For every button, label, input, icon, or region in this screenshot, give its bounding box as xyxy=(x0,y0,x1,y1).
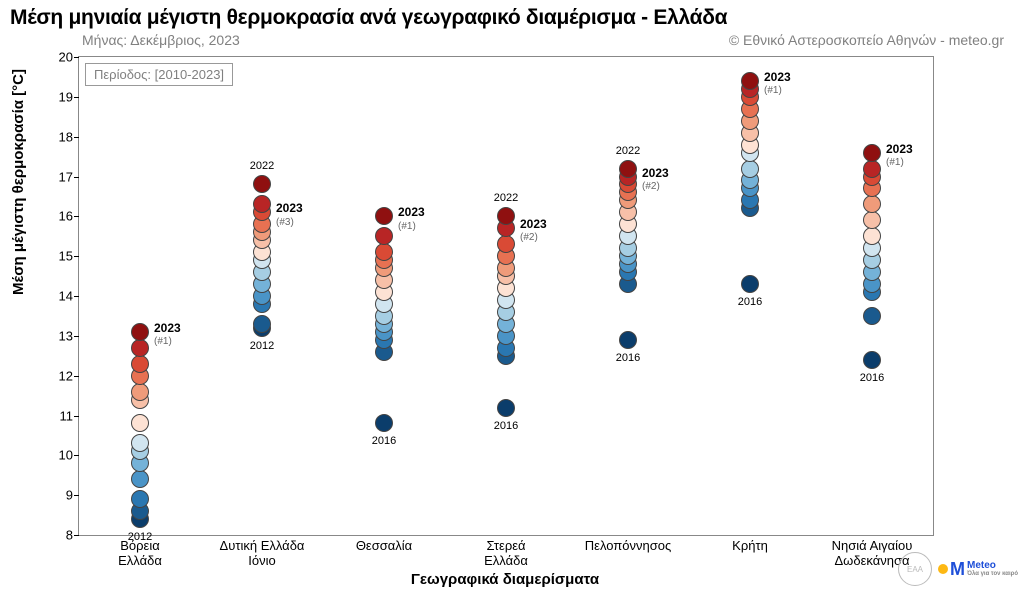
y-axis-label: Μέση μέγιστη θερμοκρασία [°C] xyxy=(10,69,27,295)
annotation-label: 2012 xyxy=(128,531,152,543)
data-point xyxy=(741,72,759,90)
data-point xyxy=(131,355,149,373)
y-tick-mark xyxy=(74,57,79,58)
data-point xyxy=(741,275,759,293)
annotation-label: 2023(#1) xyxy=(764,71,791,96)
y-tick-mark xyxy=(74,296,79,297)
meteo-logo-icon: M Meteo Όλα για τον καιρό xyxy=(938,559,1018,580)
annotation-label: 2023(#1) xyxy=(154,322,181,347)
data-point xyxy=(497,235,515,253)
subtitle-right: © Εθνικό Αστεροσκοπείο Αθηνών - meteo.gr xyxy=(729,32,1004,48)
meteo-subtext: Όλα για τον καιρό xyxy=(967,571,1018,577)
y-tick-mark xyxy=(74,177,79,178)
page-title: Μέση μηνιαία μέγιστη θερμοκρασία ανά γεω… xyxy=(0,0,1024,32)
data-point xyxy=(253,195,271,213)
y-tick-mark xyxy=(74,376,79,377)
annotation-label: 2016 xyxy=(494,420,518,432)
y-tick-mark xyxy=(74,455,79,456)
data-point xyxy=(863,160,881,178)
data-point xyxy=(375,207,393,225)
sun-icon xyxy=(938,564,948,574)
period-box: Περίοδος: [2010-2023] xyxy=(85,63,233,86)
annotation-label: 2016 xyxy=(616,352,640,364)
logo-area: ΕΑΑ M Meteo Όλα για τον καιρό xyxy=(898,552,1018,586)
data-point xyxy=(131,414,149,432)
x-tick-label: Δυτική Ελλάδα Ιόνιο xyxy=(220,535,305,569)
data-point xyxy=(497,399,515,417)
annotation-label: 2016 xyxy=(738,296,762,308)
data-point xyxy=(375,414,393,432)
data-point xyxy=(863,307,881,325)
data-point xyxy=(619,160,637,178)
data-point xyxy=(497,207,515,225)
annotation-label: 2023(#3) xyxy=(276,202,303,227)
x-tick-label: Θεσσαλία xyxy=(356,535,412,554)
x-axis-label: Γεωγραφικά διαμερίσματα xyxy=(78,571,932,588)
data-point xyxy=(375,227,393,245)
y-tick-mark xyxy=(74,336,79,337)
y-tick-mark xyxy=(74,495,79,496)
data-point xyxy=(863,211,881,229)
data-point xyxy=(131,339,149,357)
data-point xyxy=(131,383,149,401)
annotation-label: 2022 xyxy=(494,192,518,204)
annotation-label: 2023(#1) xyxy=(886,143,913,168)
y-tick-mark xyxy=(74,216,79,217)
y-tick-mark xyxy=(74,137,79,138)
annotation-label: 2022 xyxy=(616,145,640,157)
annotation-label: 2023(#2) xyxy=(642,167,669,192)
data-point xyxy=(131,434,149,452)
chart-plot-area: Περίοδος: [2010-2023] 891011121314151617… xyxy=(78,56,934,536)
meteo-text: Meteo xyxy=(967,561,1018,571)
x-tick-label: Κρήτη xyxy=(732,535,768,554)
data-point xyxy=(131,470,149,488)
y-tick-mark xyxy=(74,97,79,98)
x-tick-label: Πελοπόννησος xyxy=(585,535,671,554)
data-point xyxy=(253,175,271,193)
data-point xyxy=(863,351,881,369)
annotation-label: 2022 xyxy=(250,160,274,172)
data-point xyxy=(253,315,271,333)
annotation-label: 2012 xyxy=(250,340,274,352)
subtitle-left: Μήνας: Δεκέμβριος, 2023 xyxy=(82,32,240,48)
y-tick-mark xyxy=(74,256,79,257)
annotation-label: 2023(#1) xyxy=(398,206,425,231)
data-point xyxy=(863,227,881,245)
data-point xyxy=(375,243,393,261)
data-point xyxy=(131,323,149,341)
meteo-m-icon: M xyxy=(950,559,965,580)
subtitle-row: Μήνας: Δεκέμβριος, 2023 © Εθνικό Αστεροσ… xyxy=(0,32,1024,48)
annotation-label: 2016 xyxy=(860,372,884,384)
data-point xyxy=(863,144,881,162)
x-tick-label: Στερεά Ελλάδα xyxy=(484,535,528,569)
annotation-label: 2016 xyxy=(372,435,396,447)
data-point xyxy=(619,331,637,349)
annotation-label: 2023(#2) xyxy=(520,218,547,243)
data-point xyxy=(863,195,881,213)
noa-logo-icon: ΕΑΑ xyxy=(898,552,932,586)
y-tick-mark xyxy=(74,416,79,417)
data-point xyxy=(741,160,759,178)
data-point xyxy=(131,490,149,508)
y-tick-mark xyxy=(74,535,79,536)
